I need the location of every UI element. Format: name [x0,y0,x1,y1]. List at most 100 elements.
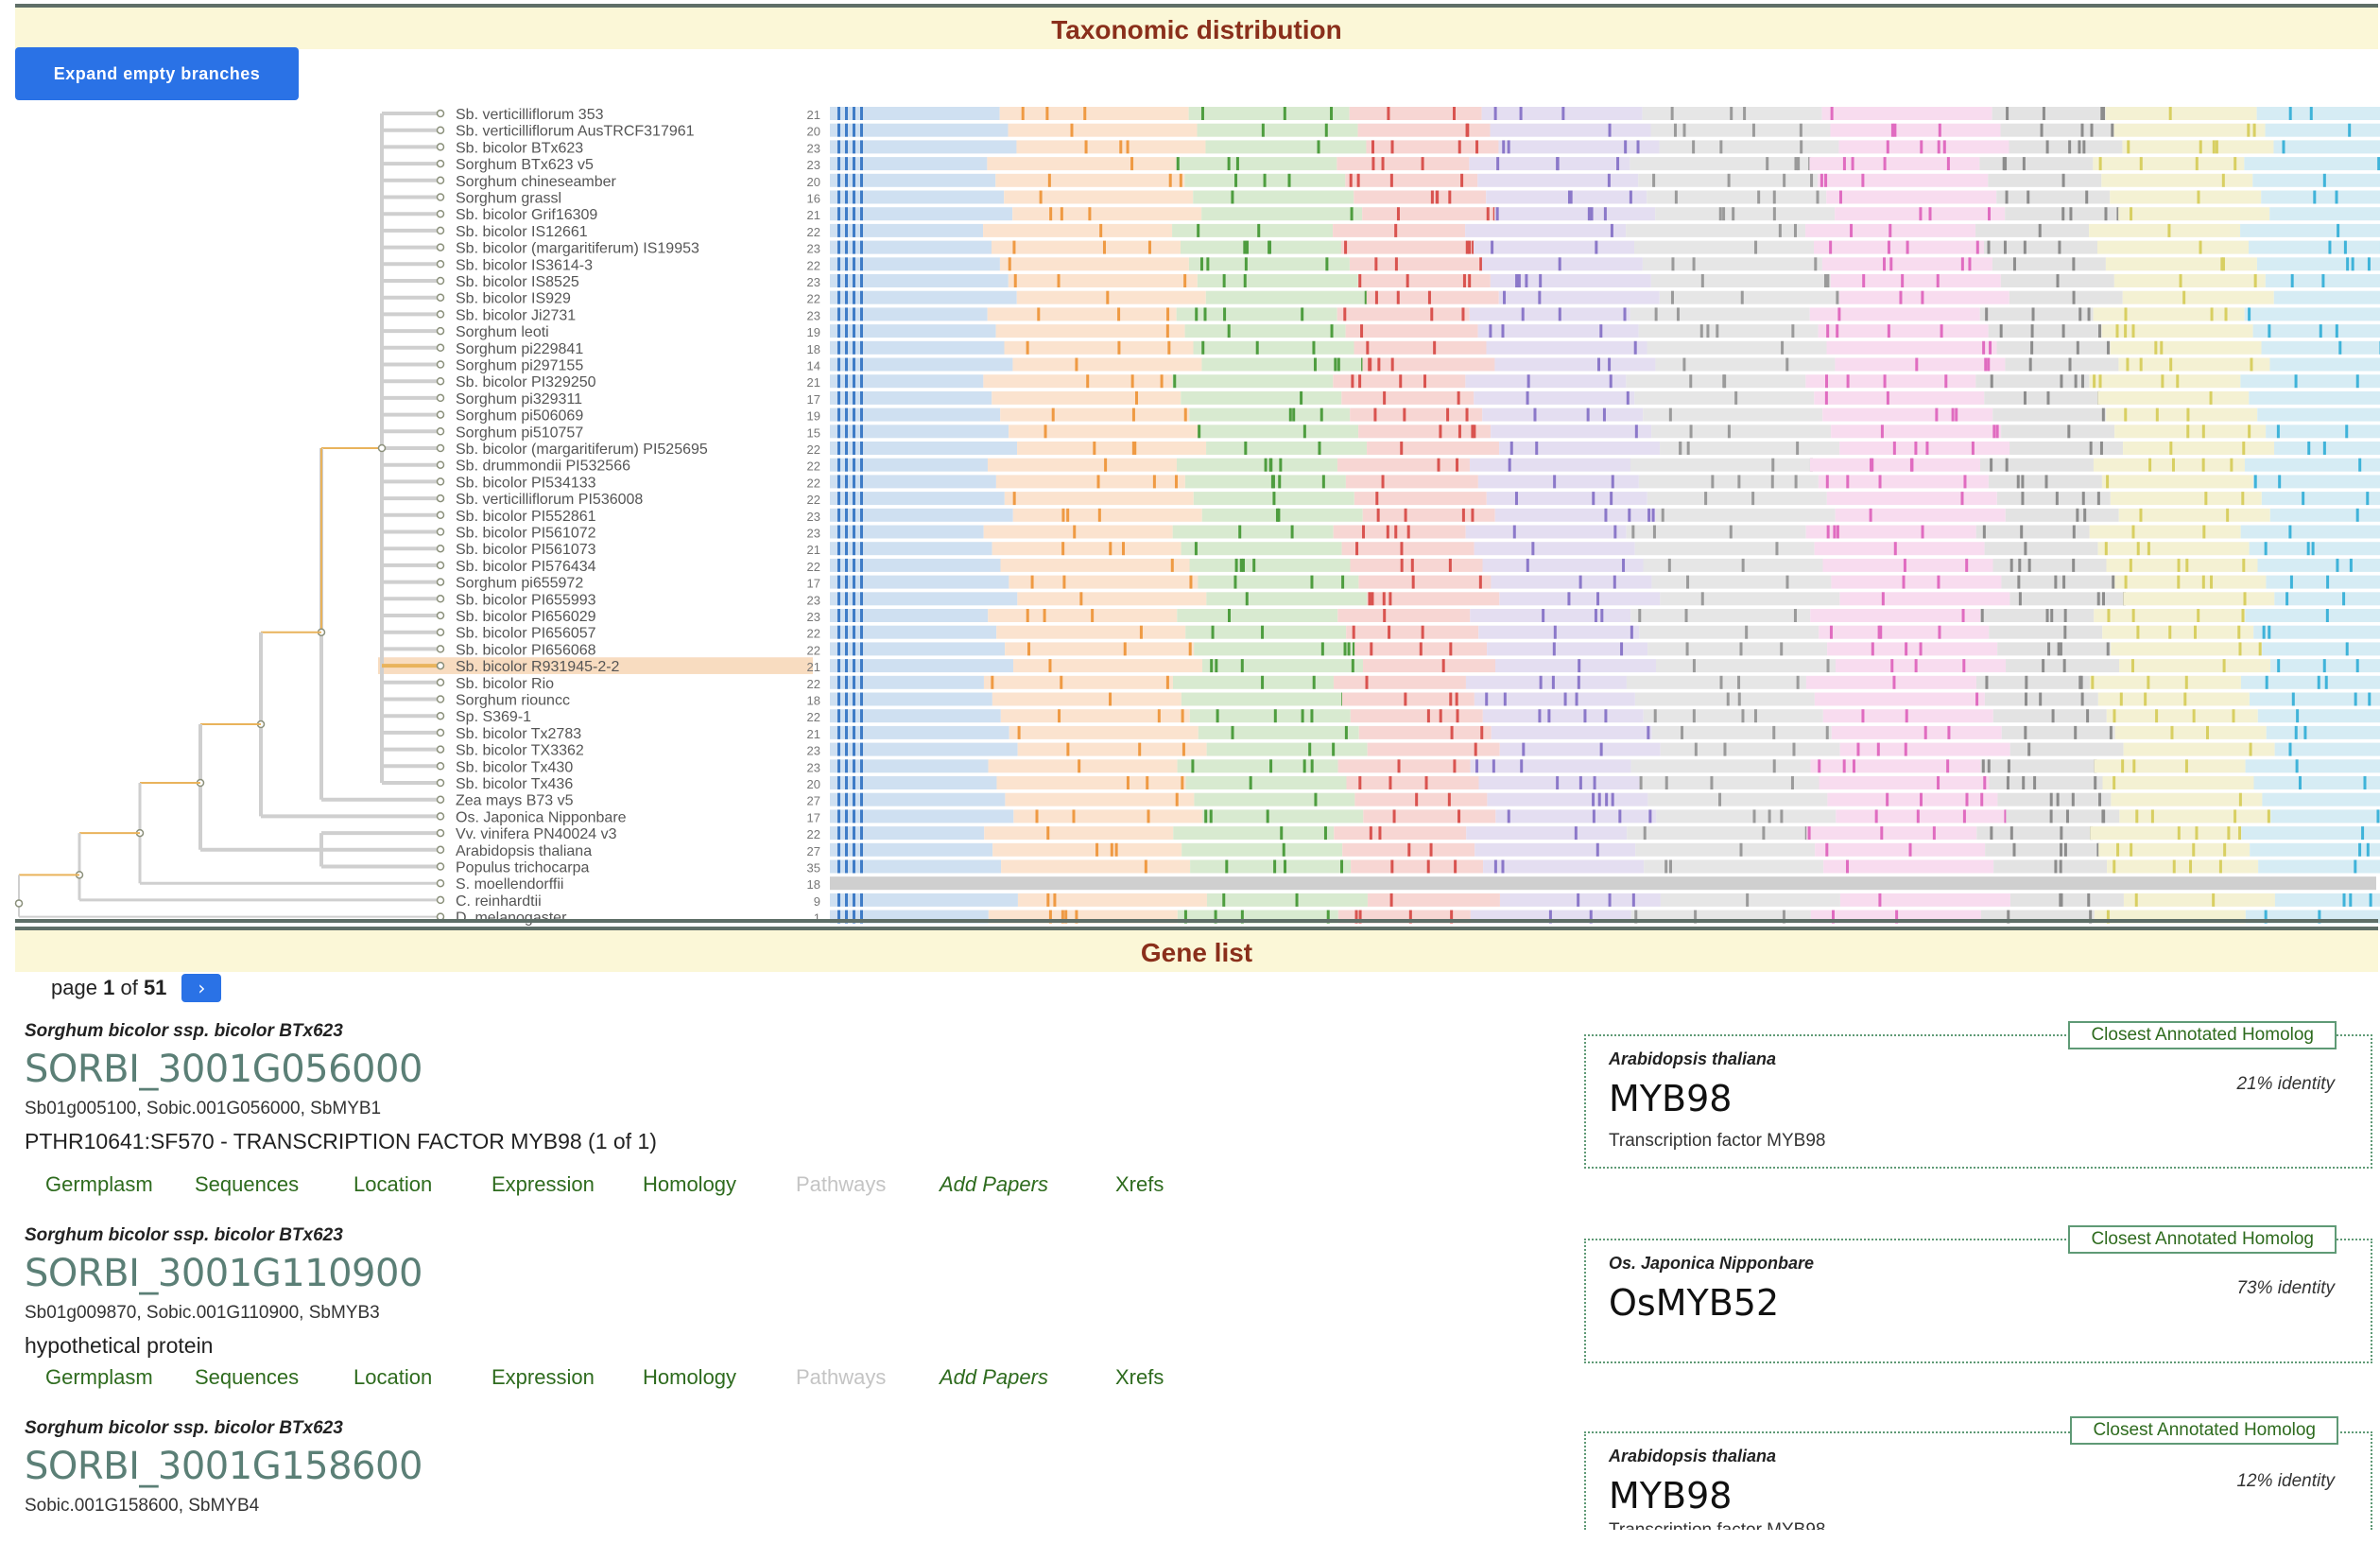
domain-track[interactable] [830,525,2380,539]
tab-germplasm[interactable]: Germplasm [45,1172,153,1196]
closest-homolog-card[interactable]: Closest Annotated Homolog Os. Japonica N… [1584,1225,2372,1363]
species-label[interactable]: Sb. verticilliflorum PI536008 [456,492,643,508]
domain-track[interactable] [830,742,2380,756]
tab-germplasm[interactable]: Germplasm [45,1365,153,1389]
species-label[interactable]: Sb. bicolor PI576434 [456,559,596,575]
species-label[interactable]: Sorghum riouncc [456,693,570,709]
species-label[interactable]: Sb. bicolor (margaritiferum) PI525695 [456,442,708,458]
gene-id-link[interactable]: SORBI_3001G110900 [25,1252,423,1295]
species-label[interactable]: C. reinhardtii [456,893,542,910]
species-label[interactable]: Sb. bicolor PI534133 [456,475,596,491]
domain-track[interactable] [830,340,2380,355]
domain-track[interactable] [830,458,2380,472]
domain-track[interactable] [830,223,2380,237]
next-page-button[interactable]: › [181,974,222,1002]
domain-track[interactable] [830,123,2380,137]
domain-track[interactable] [830,542,2380,556]
domain-track[interactable] [830,425,2380,439]
species-label[interactable]: Sb. bicolor IS929 [456,291,571,307]
domain-track[interactable] [830,876,2376,891]
domain-track[interactable] [830,692,2380,706]
domain-track[interactable] [830,508,2380,522]
species-label[interactable]: Sp. S369-1 [456,709,531,725]
species-label[interactable]: Sb. bicolor Rio [456,676,554,692]
expand-empty-branches-button[interactable]: Expand empty branches [15,47,299,100]
domain-track[interactable] [830,357,2380,372]
closest-homolog-card[interactable]: Arabidopsis thaliana MYB98 12% identity … [1584,1431,2372,1530]
tab-expression[interactable]: Expression [492,1172,595,1196]
domain-track[interactable] [830,558,2380,572]
domain-track[interactable] [830,190,2380,204]
domain-track[interactable] [830,107,2380,120]
domain-track[interactable] [830,609,2380,622]
domain-track[interactable] [830,792,2380,806]
domain-track[interactable] [830,575,2380,589]
domain-track[interactable] [830,709,2380,723]
domain-track[interactable] [830,859,2380,874]
tab-add-papers[interactable]: Add Papers [940,1172,1048,1196]
species-label[interactable]: Sb. bicolor IS12661 [456,224,588,240]
species-label[interactable]: D. melanogaster [456,910,567,927]
species-label[interactable]: Sorghum pi229841 [456,341,583,357]
species-label[interactable]: Sorghum pi506069 [456,408,583,425]
species-label[interactable]: Sb. bicolor PI655993 [456,592,596,608]
species-label[interactable]: Sb. verticilliflorum 353 [456,107,604,123]
gene-id-link[interactable]: SORBI_3001G056000 [25,1048,423,1091]
species-label[interactable]: Sb. bicolor PI656068 [456,642,596,658]
domain-track[interactable] [830,776,2380,789]
species-label[interactable]: Sorghum BTx623 v5 [456,157,594,173]
species-label[interactable]: Sorghum grassl [456,191,561,207]
domain-track[interactable] [830,642,2380,656]
tab-xrefs[interactable]: Xrefs [1115,1365,1164,1389]
tab-homology[interactable]: Homology [643,1365,737,1389]
domain-track[interactable] [830,307,2380,321]
species-label[interactable]: Arabidopsis thaliana [456,843,592,859]
species-label[interactable]: Sb. bicolor Tx2783 [456,726,581,742]
tab-expression[interactable]: Expression [492,1365,595,1389]
domain-track[interactable] [830,207,2380,221]
tab-location[interactable]: Location [354,1172,433,1196]
domain-track[interactable] [830,759,2380,773]
tab-add-papers[interactable]: Add Papers [940,1365,1048,1389]
species-label[interactable]: Sb. bicolor Grif16309 [456,207,597,223]
domain-track[interactable] [830,442,2380,455]
tab-sequences[interactable]: Sequences [195,1365,300,1389]
domain-track[interactable] [830,809,2380,824]
domain-track[interactable] [830,324,2380,338]
domain-track[interactable] [830,625,2380,639]
domain-track[interactable] [830,374,2380,389]
domain-track[interactable] [830,492,2380,506]
tab-sequences[interactable]: Sequences [195,1172,300,1196]
species-label[interactable]: Sb. bicolor (margaritiferum) IS19953 [456,241,699,257]
domain-track[interactable] [830,173,2380,187]
species-label[interactable]: Sb. bicolor R931945-2-2 [456,659,620,675]
domain-track[interactable] [830,140,2380,154]
domain-track[interactable] [830,592,2380,606]
domain-track[interactable] [830,240,2380,254]
species-label[interactable]: Populus trichocarpa [456,860,590,876]
domain-track[interactable] [830,842,2380,857]
species-label[interactable]: Sb. bicolor Ji2731 [456,307,576,323]
species-label[interactable]: Sb. bicolor IS8525 [456,274,579,290]
species-label[interactable]: Sorghum pi329311 [456,391,582,407]
species-label[interactable]: Zea mays B73 v5 [456,793,574,809]
gene-id-link[interactable]: SORBI_3001G158600 [25,1445,423,1488]
domain-track[interactable] [830,407,2380,422]
species-label[interactable]: Sorghum leoti [456,324,549,340]
species-label[interactable]: Sb. bicolor PI656029 [456,609,596,625]
species-label[interactable]: Sorghum pi510757 [456,425,583,441]
species-label[interactable]: Sb. drummondii PI532566 [456,459,630,475]
domain-track[interactable] [830,893,2380,907]
species-label[interactable]: Sorghum chineseamber [456,174,617,190]
species-label[interactable]: Vv. vinifera PN40024 v3 [456,826,617,842]
domain-track[interactable] [830,257,2380,271]
tab-homology[interactable]: Homology [643,1172,737,1196]
species-label[interactable]: Sb. bicolor IS3614-3 [456,257,593,273]
species-label[interactable]: Sb. bicolor Tx430 [456,759,573,775]
domain-track[interactable] [830,390,2380,405]
domain-track[interactable] [830,659,2380,673]
species-label[interactable]: Sb. bicolor Tx436 [456,776,573,792]
domain-track[interactable] [830,826,2380,841]
domain-track[interactable] [830,475,2380,489]
species-label[interactable]: Sb. bicolor TX3362 [456,743,584,759]
